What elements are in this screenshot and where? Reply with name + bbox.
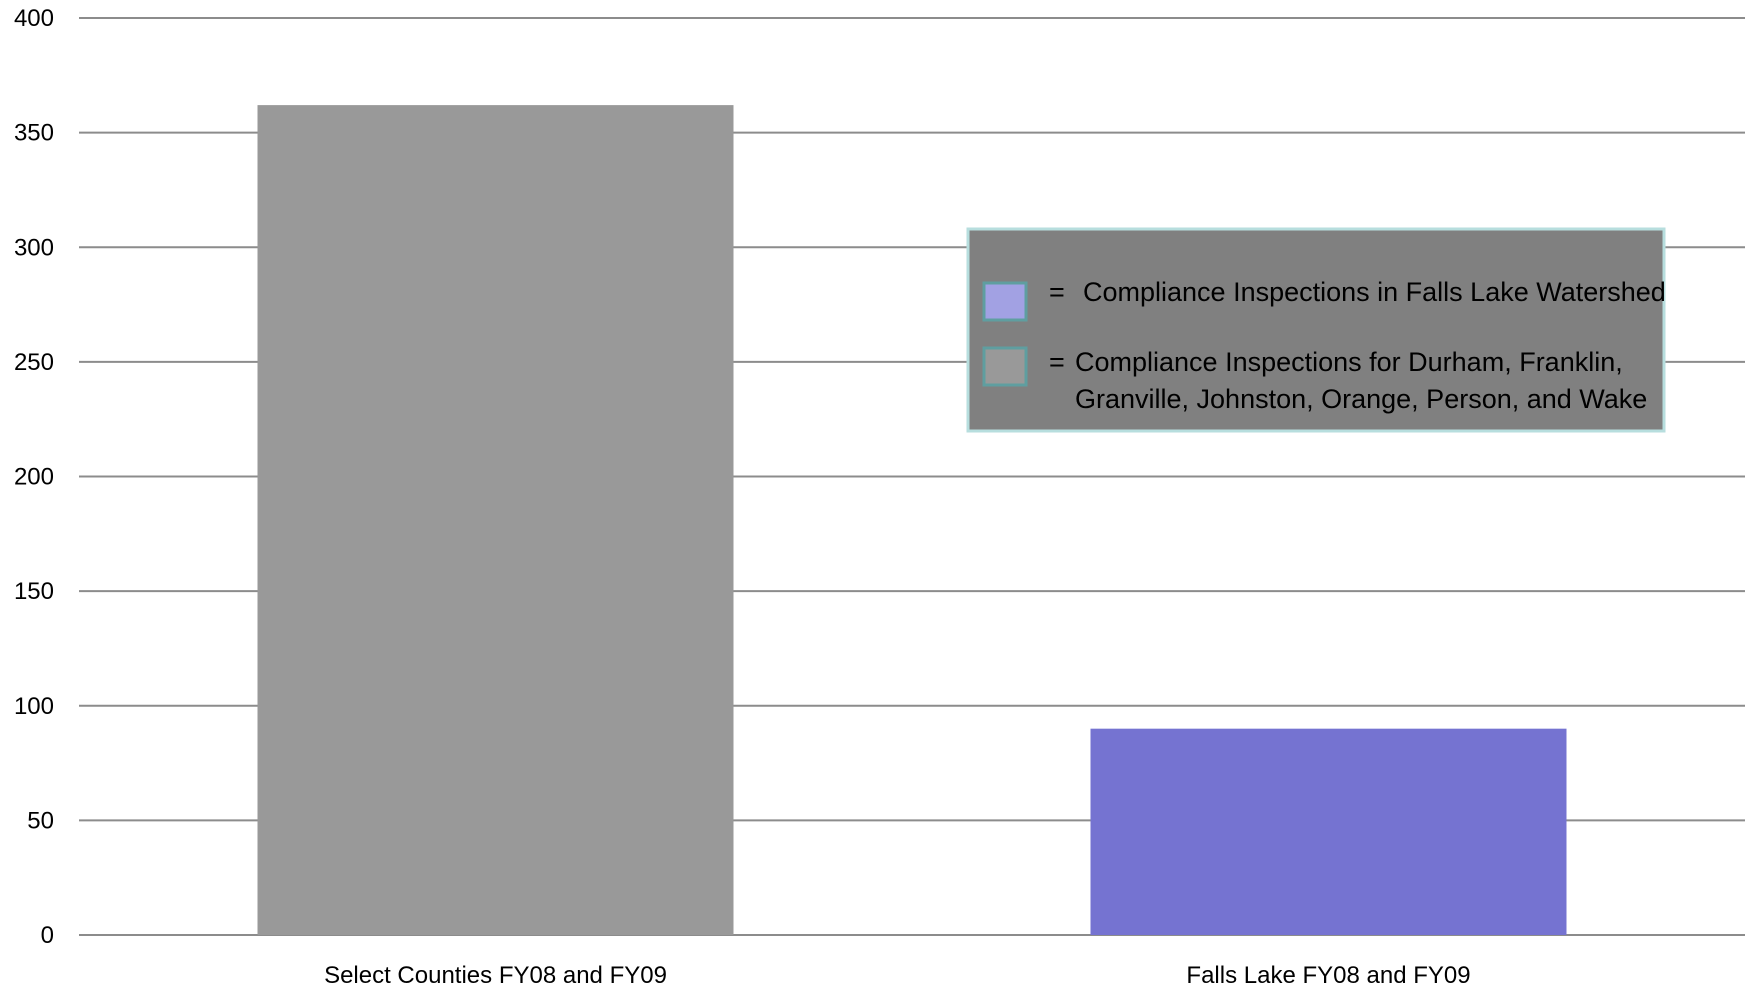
y-tick-label: 150 xyxy=(14,578,54,605)
x-axis-category-labels: Select Counties FY08 and FY09 Falls Lake … xyxy=(324,962,1471,989)
y-tick-label: 350 xyxy=(14,120,54,147)
bars xyxy=(257,105,1567,936)
y-tick-label: 100 xyxy=(14,693,54,720)
legend-equals-sign: = xyxy=(1049,277,1065,307)
y-tick-label: 250 xyxy=(14,349,54,376)
bar-falls-lake xyxy=(1090,728,1567,935)
y-tick-label: 200 xyxy=(14,464,54,491)
y-tick-label: 300 xyxy=(14,234,54,261)
legend-label-line: Compliance Inspections in Falls Lake Wat… xyxy=(1083,277,1666,307)
y-axis-tick-labels: 0 50 100 150 200 250 300 350 400 xyxy=(14,5,54,949)
legend-box xyxy=(966,227,1666,433)
legend-swatch-falls-lake xyxy=(982,281,1028,322)
x-category-label: Select Counties FY08 and FY09 xyxy=(324,962,667,989)
x-category-label: Falls Lake FY08 and FY09 xyxy=(1186,962,1470,989)
legend-label-line: Granville, Johnston, Orange, Person, and… xyxy=(1075,384,1647,414)
y-tick-label: 400 xyxy=(14,5,54,32)
legend: = Compliance Inspections in Falls Lake W… xyxy=(966,227,1666,433)
y-tick-label: 50 xyxy=(27,807,54,834)
legend-label-select-counties: = Compliance Inspections for Durham, Fra… xyxy=(1049,347,1647,414)
legend-label-line: Compliance Inspections for Durham, Frank… xyxy=(1075,347,1623,377)
legend-equals-sign: = xyxy=(1049,347,1065,377)
y-tick-label: 0 xyxy=(41,922,54,949)
legend-label-falls-lake: = Compliance Inspections in Falls Lake W… xyxy=(1049,277,1666,307)
legend-swatch-select-counties xyxy=(982,346,1028,387)
bar-select-counties xyxy=(257,105,734,936)
